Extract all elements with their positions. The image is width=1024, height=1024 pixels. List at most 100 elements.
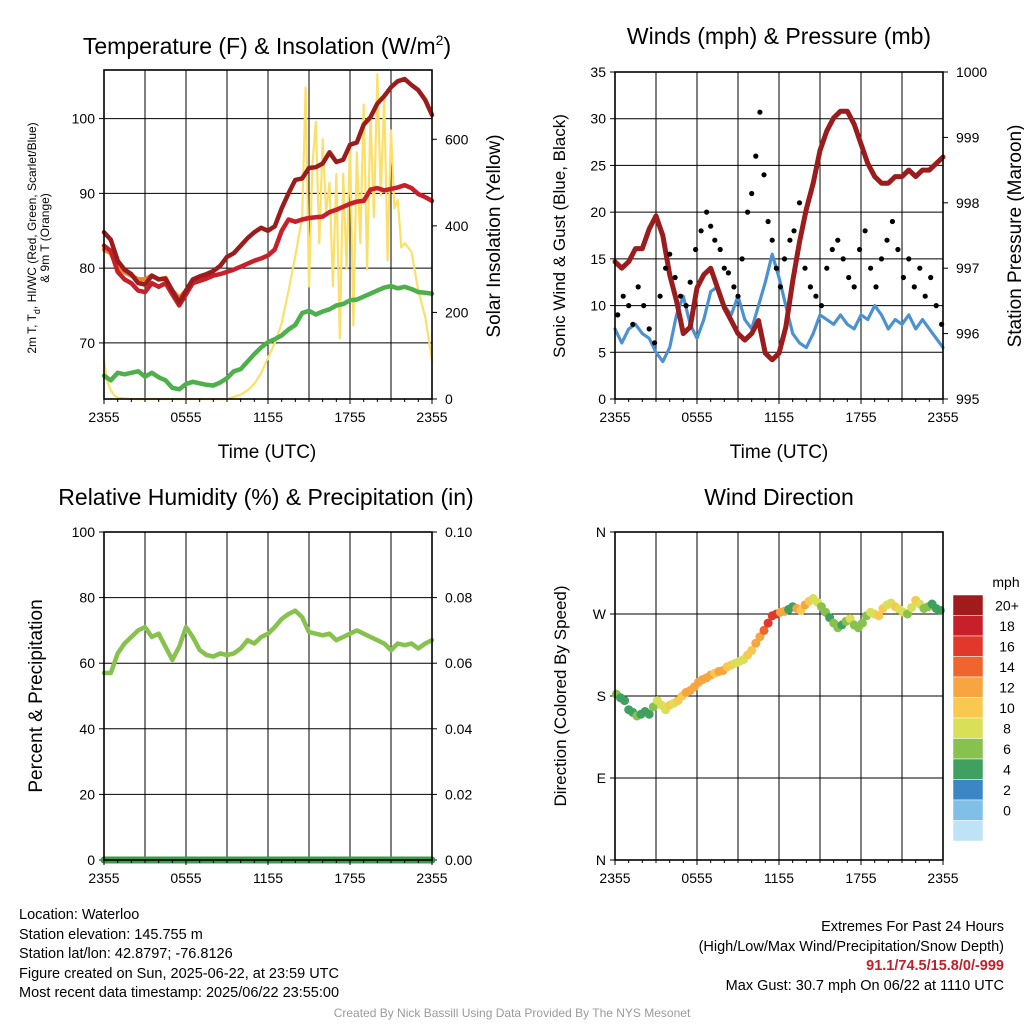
humidity-ytick-right-label: 0.06 [445,655,472,671]
winds-gust-point [807,284,814,290]
winds-gust-point [895,246,901,253]
direction-point [759,625,769,635]
temperature-border [103,69,433,400]
temperature-ytick-left-label: 90 [79,185,95,201]
temperature-xtick-label: 1755 [334,409,365,425]
direction-xtick-label: 2355 [927,870,958,886]
colorbar-swatch [952,615,984,637]
humidity-ytick-right-label: 0.00 [445,852,472,868]
winds-gust-point [712,237,718,243]
winds-xtick-label: 0555 [681,409,712,425]
winds-plot: 0 5 10 15 20 25 30 35 995 996 997 998 999 1000 2355 055… [590,64,987,425]
winds-gust-point [626,303,632,309]
direction-ytick-label: N [596,852,606,868]
winds-gust-point [683,303,689,309]
winds-ytick-right-label: 999 [956,129,980,145]
winds-gust-point [708,223,714,229]
winds-ytick-right-label: 995 [956,391,980,407]
direction-xtick-label: 1155 [764,870,794,886]
winds-gust-point [818,303,825,309]
temperature-xtick-label: 2355 [416,409,447,425]
credit-line: Created By Nick Bassill Using Data Provi… [333,1006,691,1020]
winds-gust-point [857,246,863,253]
winds-gust-point [761,172,767,178]
colorbar-label: 18 [999,618,1015,634]
temperature-ytick-right-label: 0 [445,391,453,407]
winds-xtick-label: 2355 [599,409,630,425]
direction-point [644,709,654,719]
winds-gust-point [630,321,636,327]
winds-gust-point [704,209,710,215]
winds-gust-point [928,274,934,281]
temperature-ylabel-left: 2m T, Td, HI/WC (Red, Green, Scarlet/Blu… [25,122,42,353]
winds-gust-point [911,284,917,290]
temperature-xtick-label: 2355 [88,409,119,425]
winds-gust-point [725,270,732,276]
direction-point [907,603,917,613]
temperature-xtick-label: 1155 [253,409,283,425]
winds-gust-point [878,256,885,262]
winds-gust-point [693,246,699,253]
direction-xtick-label: 2355 [599,870,630,886]
winds-gust-point [773,265,779,271]
figure-created: Figure created on Sun, 2025-06-22, at 23… [19,965,339,982]
colorbar-unit: mph [992,574,1019,590]
humidity-ytick-left-label: 60 [79,655,95,671]
winds-gust-point [635,284,641,290]
temperature-series-td [101,283,435,392]
humidity-ytick-right-label: 0.04 [445,721,472,737]
humidity-ytick-right-label: 0.02 [445,786,472,802]
winds-gust-point [862,228,868,234]
station-latlon: Station lat/lon: 42.8797; -76.8126 [19,946,233,963]
winds-gust-point [765,218,771,225]
temperature-ytick-right-label: 400 [445,218,469,234]
winds-gust-point [687,279,693,285]
winds-gust-point [663,265,669,271]
colorbar-swatch [952,717,984,739]
colorbar-swatch [952,635,984,657]
winds-ytick-right-label: 997 [956,260,980,276]
winds-gust-point [739,256,745,262]
colorbar-swatch [952,738,984,760]
direction-ytick-label: N [596,524,606,540]
most-recent-data: Most recent data timestamp: 2025/06/22 2… [19,985,340,1002]
humidity-series-relative-humidity [101,608,435,676]
temperature-title: Temperature (F) & Insolation (W/m2) [83,32,451,59]
winds-gust-point [717,246,723,253]
winds-ytick-right-label: 998 [956,195,980,211]
winds-gust-point [615,312,621,318]
winds-gust-point [787,237,793,243]
winds-gust-point [917,265,923,271]
temperature-ytick-right-label: 200 [445,304,469,320]
direction-plot: N E S W N 2355 0555 1155 1755 2355 [593,524,959,886]
winds-gust-point [781,256,788,262]
winds-gust-point [672,274,678,281]
extremes-legend: (High/Low/Max Wind/Precipitation/Snow De… [698,938,1004,955]
humidity-ylabel-left: Percent & Precipitation [26,599,47,792]
humidity-xtick-label: 1155 [253,870,283,886]
winds-gust-point [777,284,784,290]
winds-ytick-left-label: 10 [590,298,606,314]
temperature-xlabel: Time (UTC) [218,442,317,463]
winds-gust-point [906,256,912,262]
winds-gust-point [824,265,830,271]
temperature-series-hi-wc [101,76,435,305]
colorbar-label: 12 [999,680,1015,696]
winds-gust-point [851,284,857,290]
winds-gust-point [753,153,759,159]
direction-point [755,632,765,642]
humidity-xtick-label: 2355 [88,870,119,886]
winds-ytick-left-label: 20 [590,204,606,220]
extremes-info: Extremes For Past 24 Hours (High/Low/Max… [699,918,1004,996]
winds-gust-point [769,237,775,243]
winds-gust-point [757,109,763,115]
direction-ytick-label: S [597,688,606,704]
winds-xtick-label: 2355 [927,409,958,425]
humidity-ytick-left-label: 100 [72,524,96,540]
winds-ytick-left-label: 30 [590,111,606,127]
winds-ylabel-left: Sonic Wind & Gust (Blue, Black) [550,114,569,358]
extremes-heading: Extremes For Past 24 Hours [821,919,1004,935]
station-info: Location: Waterloo Station elevation: 14… [19,906,339,1004]
winds-ytick-left-label: 0 [598,391,606,407]
winds-gust-point [868,265,874,271]
